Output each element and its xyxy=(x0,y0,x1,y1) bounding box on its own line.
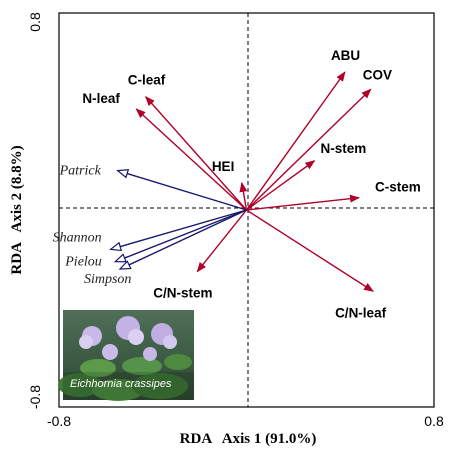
vector-n-stem xyxy=(246,160,316,211)
vector-label-c-leaf: C-leaf xyxy=(128,73,166,88)
photo-caption: Eichhornia crassipes xyxy=(70,378,172,390)
inset-photo xyxy=(58,310,194,401)
vector-c-stem xyxy=(246,194,360,211)
vector-n-leaf xyxy=(135,108,247,211)
y-axis-title: RDA Axis 2 (8.8%) xyxy=(9,145,25,274)
vector-abu xyxy=(245,71,346,211)
vector-label-simpson: Simpson xyxy=(84,272,131,287)
vector-label-n-stem: N-stem xyxy=(320,141,366,156)
vector-pielou xyxy=(115,209,247,262)
vector-label-pielou: Pielou xyxy=(64,255,102,270)
vector-label-c-n-leaf: C/N-leaf xyxy=(335,305,387,320)
y-tick-max: 0.8 xyxy=(27,12,43,32)
y-tick-min: -0.8 xyxy=(27,385,43,409)
vector-shannon xyxy=(111,209,247,249)
vector-cov xyxy=(246,88,372,211)
vector-c-n-leaf xyxy=(246,209,374,292)
x-tick-max: 0.8 xyxy=(424,413,444,429)
vector-simpson xyxy=(120,209,247,269)
vector-c-n-stem xyxy=(196,209,248,273)
vector-label-c-n-stem: C/N-stem xyxy=(153,286,212,301)
x-tick-min: -0.8 xyxy=(47,413,71,429)
vector-label-hei: HEI xyxy=(212,159,235,174)
vector-label-abu: ABU xyxy=(331,48,360,63)
plot-frame xyxy=(58,12,435,408)
vector-label-n-leaf: N-leaf xyxy=(82,91,120,106)
vector-label-patrick: Patrick xyxy=(59,164,102,179)
x-axis-title: RDA Axis 1 (91.0%) xyxy=(180,431,317,447)
vector-label-shannon: Shannon xyxy=(53,230,102,245)
vector-label-c-stem: C-stem xyxy=(375,180,421,195)
vector-hei xyxy=(239,181,248,211)
vector-label-cov: COV xyxy=(363,67,392,82)
vector-c-leaf xyxy=(145,95,248,211)
vector-patrick xyxy=(118,171,247,211)
